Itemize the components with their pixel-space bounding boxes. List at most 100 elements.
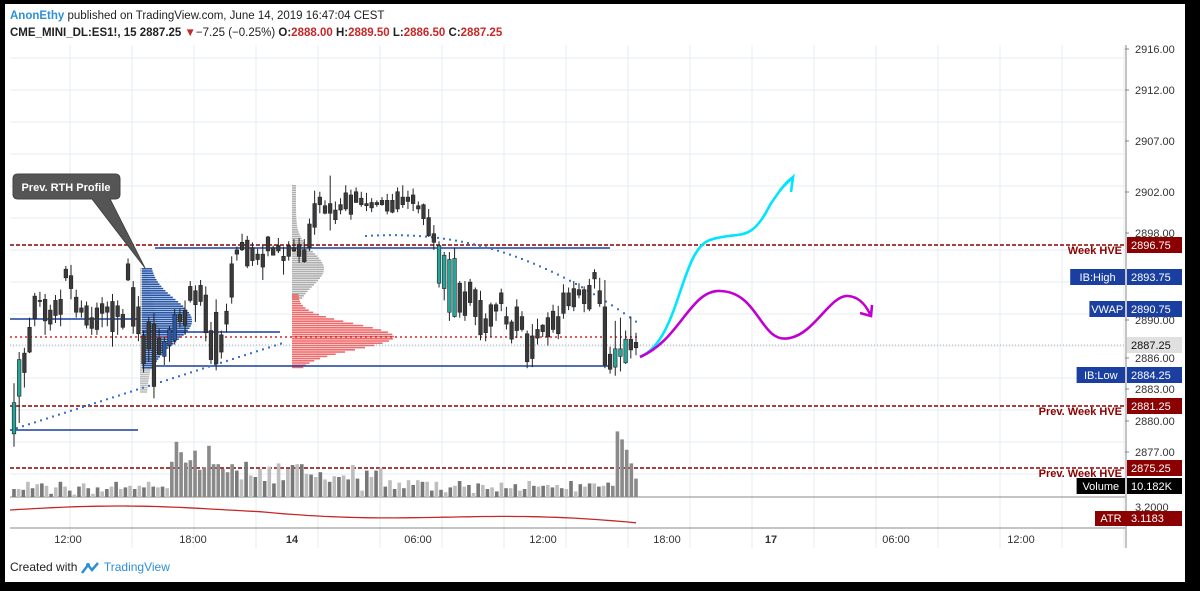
profile-row <box>292 360 315 362</box>
candle-down <box>307 223 312 248</box>
volume-bar <box>67 490 72 497</box>
volume-bar <box>156 487 160 497</box>
candle-up <box>582 289 587 304</box>
volume-bar <box>267 466 272 497</box>
volume-bar <box>351 465 355 497</box>
callout-text: Prev. RTH Profile <box>21 182 110 194</box>
profile-row <box>292 309 309 311</box>
volume-bar <box>295 464 299 497</box>
candle-down <box>571 288 576 308</box>
profile-row <box>142 362 156 365</box>
volume-bar <box>592 483 597 497</box>
profile-row <box>140 378 149 380</box>
level-label-box <box>1076 478 1125 494</box>
profile-row <box>292 333 393 336</box>
profile-row <box>140 389 148 391</box>
candle-down <box>198 285 203 302</box>
level-label-box <box>1089 301 1125 317</box>
candle-up <box>499 292 504 304</box>
candle-up <box>483 318 488 333</box>
candle-up <box>157 337 162 355</box>
volume-bar <box>601 485 606 497</box>
profile-row <box>142 323 192 325</box>
profile-row <box>142 314 191 316</box>
candle-down <box>416 205 421 210</box>
volume-bar <box>490 487 494 497</box>
profile-row <box>292 215 297 218</box>
profile-row <box>142 345 171 347</box>
candle-down <box>633 342 639 349</box>
y-tick-label: 2877.00 <box>1135 447 1175 459</box>
candle-down <box>369 202 374 209</box>
candle-down <box>276 245 281 252</box>
profile-row <box>292 220 297 222</box>
candle-up <box>348 194 354 215</box>
volume-bar <box>471 493 476 497</box>
candle-up <box>131 287 136 327</box>
price-axis: 2916.002912.002907.002902.002898.002890.… <box>1039 44 1182 526</box>
callout-box <box>12 173 146 269</box>
profile-row <box>292 193 297 196</box>
profile-row <box>292 218 297 220</box>
candle-up <box>84 305 89 326</box>
candle-down <box>291 247 297 252</box>
high-value: 2889.50 <box>348 27 390 39</box>
y-tick-label: 2886.00 <box>1135 353 1175 365</box>
candle-down <box>167 329 172 346</box>
magenta-arrow-head-icon <box>859 304 874 318</box>
profile-row <box>142 305 184 307</box>
candle-up <box>607 353 613 370</box>
y-tick-label: 2907.00 <box>1135 136 1175 148</box>
profile-row <box>292 295 304 297</box>
profile-row <box>292 302 302 305</box>
vwap-dots <box>10 234 637 431</box>
volume-bar <box>406 480 411 497</box>
profile-row <box>140 375 150 378</box>
prev-rth-profile-callout: Prev. RTH Profile <box>12 173 146 269</box>
profile-row <box>292 273 323 275</box>
profile-row <box>140 391 148 393</box>
last-price: 2887.25 <box>139 27 182 39</box>
volume-bar <box>26 481 30 497</box>
profile-row <box>292 366 304 369</box>
candle-down <box>322 205 328 214</box>
profile-row <box>142 307 186 310</box>
profile-row <box>292 313 319 316</box>
candle-down <box>509 321 514 340</box>
volume-bar <box>72 494 77 497</box>
footer: Created with TradingView <box>10 560 170 574</box>
author-name[interactable]: AnonEthy <box>10 10 65 22</box>
symbol-label[interactable]: CME_MINI_DL:ES1!, 15 <box>10 27 137 39</box>
profile-row <box>142 309 188 312</box>
candle-up <box>530 335 535 359</box>
volume-bar <box>550 487 555 497</box>
profile-row <box>142 294 171 296</box>
candle-up <box>110 301 115 332</box>
brand-text[interactable]: TradingView <box>103 560 170 574</box>
atr-label-box <box>1095 511 1127 526</box>
candle-up <box>177 314 182 323</box>
volume-bar <box>397 482 402 497</box>
projection-arrows <box>639 173 874 359</box>
candle-up <box>162 341 167 357</box>
volume-bar <box>128 485 132 497</box>
ohlc-line: CME_MINI_DL:ES1!, 15 2887.25 ▼−7.25 (−0.… <box>10 27 502 39</box>
price-tag <box>1127 237 1182 253</box>
price-tag-value: 2893.75 <box>1131 272 1171 284</box>
volume-bar <box>388 480 392 497</box>
candle-down <box>338 204 343 211</box>
candle-down <box>618 348 623 357</box>
profile-row <box>142 268 153 270</box>
candle-up <box>208 330 214 360</box>
volume-bar <box>508 488 513 497</box>
volume-bar <box>109 486 114 497</box>
level-label: IB:High <box>1080 272 1116 284</box>
volume-bar <box>35 484 40 497</box>
profile-row <box>292 266 324 268</box>
candle-up <box>442 254 447 289</box>
volume-bar <box>248 475 253 497</box>
volume-bar <box>629 463 634 497</box>
candle-up <box>592 272 597 280</box>
volume-bar <box>402 488 406 497</box>
